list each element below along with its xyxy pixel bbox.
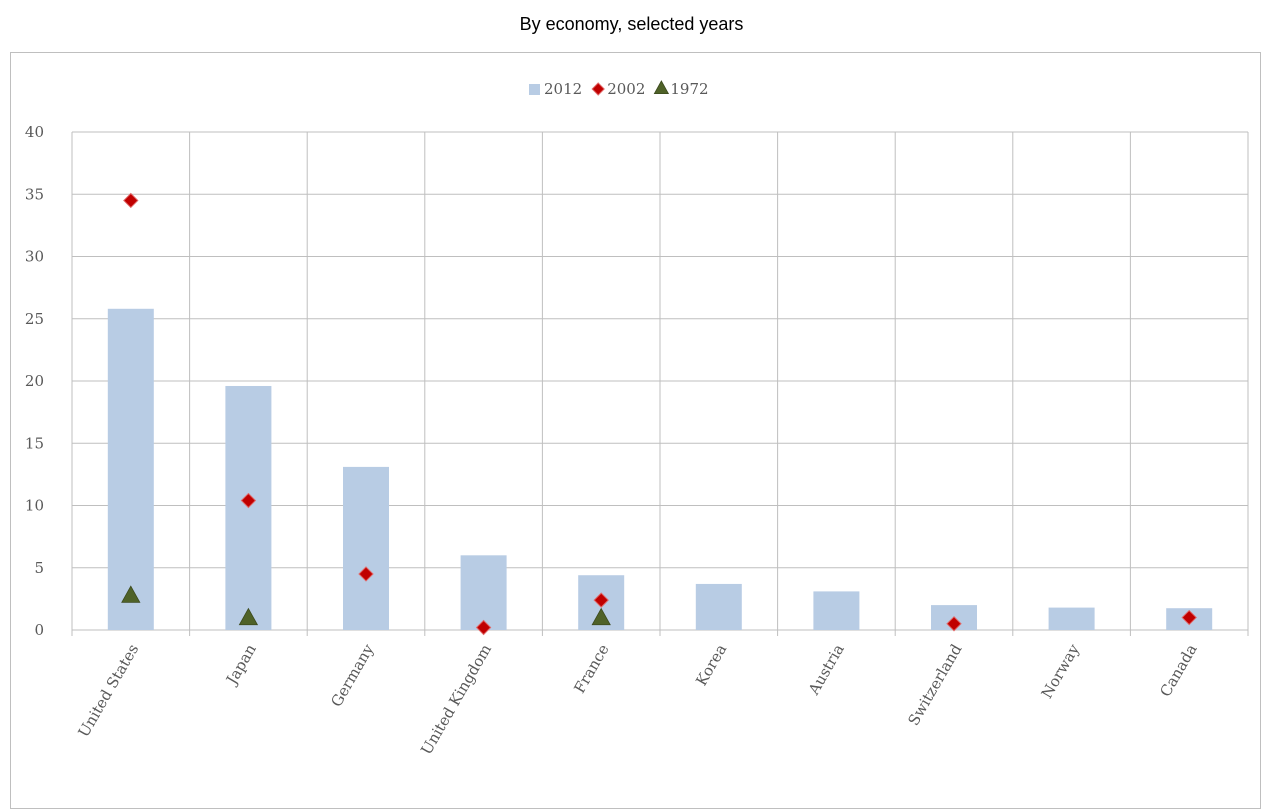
marker-2002-united-kingdom [475, 619, 492, 636]
x-tick-label-norway: Norway [1038, 641, 1084, 702]
marker-2002-canada [1181, 609, 1197, 626]
x-tick-label-canada: Canada [1156, 641, 1200, 700]
bar-2012-austria [813, 591, 860, 630]
bar-2012-united-kingdom [460, 555, 507, 630]
marker-2002-switzerland [946, 616, 962, 632]
y-tick-label: 5 [34, 559, 44, 577]
y-tick-label: 15 [25, 434, 44, 452]
x-tick-label-united-states: United States [75, 641, 143, 740]
legend: 2012 2002 1972 [529, 80, 709, 98]
y-tick-label: 35 [25, 185, 44, 203]
x-tick-labels: United States Japan Germany United Kingdom F… [75, 641, 1201, 758]
x-tick-label-united-kingdom: United Kingdom [417, 641, 495, 758]
marker-2002-germany [358, 566, 374, 582]
bar-2012-germany [343, 466, 389, 630]
marker-2002-japan [240, 492, 257, 509]
y-tick-label: 0 [34, 621, 44, 639]
legend-swatch-2002 [591, 82, 605, 96]
y-tick-label: 10 [25, 497, 44, 515]
y-tick-labels: 0 5 10 15 20 25 30 35 40 [25, 123, 44, 639]
bars-2012 [107, 308, 1213, 630]
x-tick-label-germany: Germany [327, 641, 378, 710]
bar-2012-united-states [107, 308, 154, 630]
y-tick-label: 20 [25, 372, 44, 390]
legend-swatch-1972 [653, 80, 670, 94]
legend-label-1972: 1972 [670, 80, 708, 98]
x-tick-label-korea: Korea [692, 641, 730, 689]
x-tick-label-france: France [570, 641, 612, 696]
legend-label-2012: 2012 [544, 80, 582, 98]
bar-2012-norway [1048, 607, 1095, 630]
bar-2012-korea [695, 583, 742, 630]
marker-2002-united-states [123, 192, 139, 209]
chart-subtitle: By economy, selected years [519, 14, 744, 34]
x-tick-label-austria: Austria [804, 641, 848, 699]
legend-swatch-2012 [529, 84, 540, 95]
y-tick-label: 30 [25, 248, 44, 266]
x-tick-label-switzerland: Switzerland [904, 641, 965, 729]
marker-1972-japan [238, 607, 259, 626]
legend-label-2002: 2002 [607, 80, 645, 98]
y-tick-label: 40 [25, 123, 44, 141]
marker-2002-france [593, 592, 609, 608]
marker-1972-united-states [121, 585, 141, 603]
markers [121, 192, 1197, 636]
y-tick-label: 25 [25, 310, 44, 328]
x-tick-label-japan: Japan [222, 641, 260, 689]
chart-frame [10, 52, 1261, 809]
marker-1972-france [591, 607, 611, 626]
